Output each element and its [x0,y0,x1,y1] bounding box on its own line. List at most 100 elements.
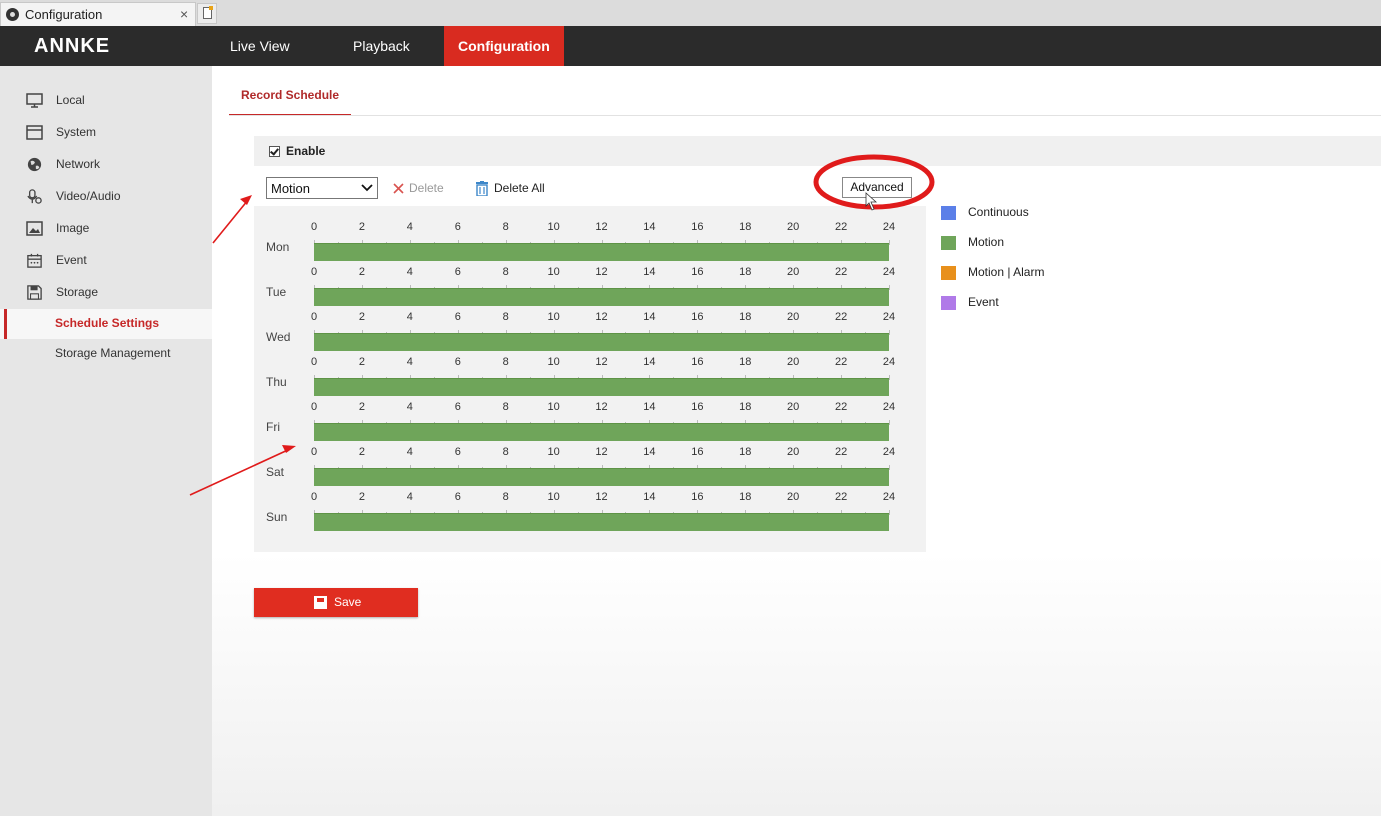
sidebar-item-video-audio[interactable]: Video/Audio [0,182,212,212]
hour-tick-label: 4 [406,266,413,278]
hour-tick-mark [649,285,651,290]
nav-playback[interactable]: Playback [353,38,410,54]
record-type-value: Motion [271,181,311,196]
hour-tick-mark [457,375,459,380]
sidebar-item-system[interactable]: System [0,118,212,148]
hour-ticks: 0 2 4 6 8 10 12 14 16 18 20 22 24 [311,221,895,245]
enable-checkbox[interactable] [269,146,280,157]
hour-tick-mark [409,375,411,380]
hour-tick-mark [601,465,603,470]
schedule-row: Wed 0 2 4 6 8 10 12 14 16 18 20 22 24 [254,296,926,351]
hour-tick-mark [745,330,747,335]
hour-tick-mark [649,465,651,470]
schedule-bar[interactable] [314,468,889,486]
schedule-bar[interactable] [314,288,889,306]
day-label: Wed [266,330,291,344]
sidebar-item-schedule-settings[interactable]: Schedule Settings [0,309,212,339]
sidebar-item-image[interactable]: Image [0,214,212,244]
browser-tab[interactable]: Configuration × [0,2,196,26]
save-button[interactable]: Save [254,588,418,617]
hour-tick-label: 14 [643,266,656,278]
hour-tick-mark [409,240,411,245]
hour-tick-label: 0 [310,311,318,323]
hour-tick-label: 10 [547,221,560,233]
hour-tick-label: 6 [454,446,461,458]
hour-tick-mark [505,510,507,515]
hour-tick-label: 14 [643,356,656,368]
hour-tick-mark [601,375,603,380]
sidebar-item-local[interactable]: Local [0,86,212,116]
legend-label: Motion | Alarm [968,265,1045,279]
sidebar-item-network[interactable]: Network [0,150,212,180]
hour-ticks: 0 2 4 6 8 10 12 14 16 18 20 22 24 [311,446,895,470]
hour-tick-label: 18 [739,356,752,368]
mic-icon [27,189,42,204]
hour-tick-mark [841,465,843,470]
hour-tick-mark [793,240,795,245]
hour-tick-label: 18 [739,446,752,458]
hour-tick-mark [553,375,555,380]
hour-tick-label: 2 [358,221,365,233]
hour-tick-label: 16 [691,356,704,368]
hour-tick-label: 16 [691,221,704,233]
hour-tick-mark [793,375,795,380]
hour-tick-label: 22 [834,311,848,323]
nav-configuration[interactable]: Configuration [444,26,564,66]
schedule-row: Tue 0 2 4 6 8 10 12 14 16 18 20 22 24 [254,251,926,306]
hour-tick-label: 24 [882,266,896,278]
hour-tick-mark [505,465,507,470]
new-tab-button[interactable] [197,3,217,24]
hour-tick-mark [457,510,459,515]
hour-tick-label: 0 [310,491,318,503]
hour-ticks: 0 2 4 6 8 10 12 14 16 18 20 22 24 [311,401,895,425]
hour-tick-mark [601,420,603,425]
hour-tick-mark [649,420,651,425]
hour-tick-mark [314,510,315,515]
hour-tick-mark [361,420,363,425]
sidebar-item-label: Event [56,253,87,267]
hour-tick-label: 20 [787,491,800,503]
hour-tick-mark [793,465,795,470]
hour-tick-mark [649,510,651,515]
hour-tick-mark [793,330,795,335]
schedule-bar[interactable] [314,243,889,261]
schedule-bar[interactable] [314,513,889,531]
schedule-bar[interactable] [314,333,889,351]
legend-label: Event [968,295,999,309]
weekly-schedule: Mon 0 2 4 6 8 10 12 14 16 18 20 22 24 Tue 0 2 4 6 8 10 12 14 16… [254,206,926,552]
sidebar-item-event[interactable]: Event [0,246,212,276]
legend-swatch [941,266,956,280]
hour-tick-mark [745,285,747,290]
sidebar-item-storage-management[interactable]: Storage Management [0,339,212,369]
hour-tick-label: 6 [454,356,461,368]
browser-tab-strip: Configuration × [0,0,1381,26]
tab-divider [229,115,1381,116]
day-label: Sun [266,510,288,524]
hour-tick-mark [745,240,747,245]
sidebar-item-storage[interactable]: Storage [0,278,212,308]
schedule-bar[interactable] [314,423,889,441]
schedule-bar[interactable] [314,378,889,396]
hour-tick-label: 2 [358,311,365,323]
hour-tick-mark [697,240,699,245]
nav-live-view[interactable]: Live View [230,38,290,54]
hour-tick-mark [553,510,555,515]
advanced-button[interactable]: Advanced [842,177,912,198]
globe-icon [27,157,42,172]
record-type-select[interactable]: Motion [266,177,378,199]
hour-tick-mark [361,330,363,335]
tab-record-schedule[interactable]: Record Schedule [229,80,352,116]
hour-tick-mark [457,420,459,425]
hour-tick-mark [697,285,699,290]
save-icon [314,596,327,609]
close-tab-icon[interactable]: × [180,6,189,22]
hour-tick-label: 16 [691,401,704,413]
hour-tick-label: 2 [358,401,365,413]
hour-tick-label: 2 [358,446,365,458]
main-content: Record Schedule Enable Motion Delete Del… [212,66,1381,816]
hour-tick-label: 12 [595,266,608,278]
hour-ticks: 0 2 4 6 8 10 12 14 16 18 20 22 24 [310,311,895,335]
hour-tick-label: 20 [787,221,800,233]
hour-tick-mark [601,240,603,245]
hour-tick-label: 16 [691,266,704,278]
